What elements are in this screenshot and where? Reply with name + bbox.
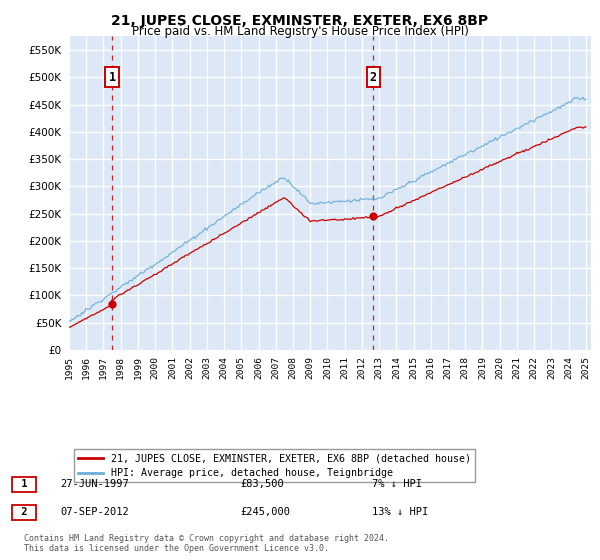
Text: 21, JUPES CLOSE, EXMINSTER, EXETER, EX6 8BP: 21, JUPES CLOSE, EXMINSTER, EXETER, EX6 … — [112, 14, 488, 28]
Text: 27-JUN-1997: 27-JUN-1997 — [60, 479, 129, 489]
Legend: 21, JUPES CLOSE, EXMINSTER, EXETER, EX6 8BP (detached house), HPI: Average price: 21, JUPES CLOSE, EXMINSTER, EXETER, EX6 … — [74, 449, 475, 482]
Text: 2: 2 — [370, 71, 377, 84]
Text: 2: 2 — [14, 507, 34, 517]
Point — [368, 212, 378, 221]
Point — [107, 300, 117, 309]
Text: 7% ↓ HPI: 7% ↓ HPI — [372, 479, 422, 489]
Text: 07-SEP-2012: 07-SEP-2012 — [60, 507, 129, 517]
Text: Price paid vs. HM Land Registry's House Price Index (HPI): Price paid vs. HM Land Registry's House … — [131, 25, 469, 38]
Text: 1: 1 — [14, 479, 34, 489]
Text: 13% ↓ HPI: 13% ↓ HPI — [372, 507, 428, 517]
Text: Contains HM Land Registry data © Crown copyright and database right 2024.
This d: Contains HM Land Registry data © Crown c… — [24, 534, 389, 553]
Text: £83,500: £83,500 — [240, 479, 284, 489]
Text: 1: 1 — [109, 71, 116, 84]
Text: £245,000: £245,000 — [240, 507, 290, 517]
